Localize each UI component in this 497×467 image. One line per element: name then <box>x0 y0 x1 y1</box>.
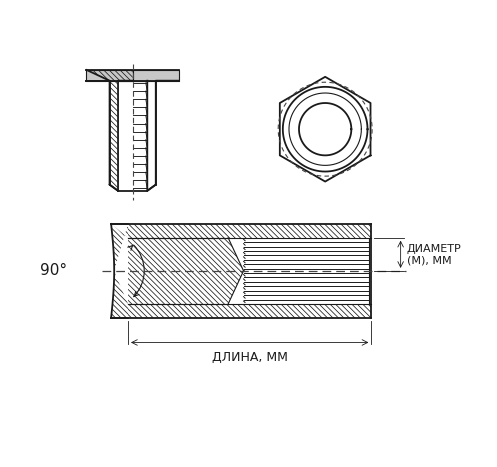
Text: 90°: 90° <box>40 263 67 278</box>
Text: ДИАМЕТР
(М), ММ: ДИАМЕТР (М), ММ <box>407 243 462 265</box>
Polygon shape <box>128 224 371 238</box>
Text: ДЛИНА, ММ: ДЛИНА, ММ <box>212 351 288 364</box>
Polygon shape <box>128 238 244 304</box>
Polygon shape <box>128 304 371 318</box>
Polygon shape <box>86 70 133 81</box>
Polygon shape <box>133 70 179 81</box>
Polygon shape <box>111 272 128 318</box>
Polygon shape <box>86 70 133 191</box>
Polygon shape <box>111 224 128 270</box>
